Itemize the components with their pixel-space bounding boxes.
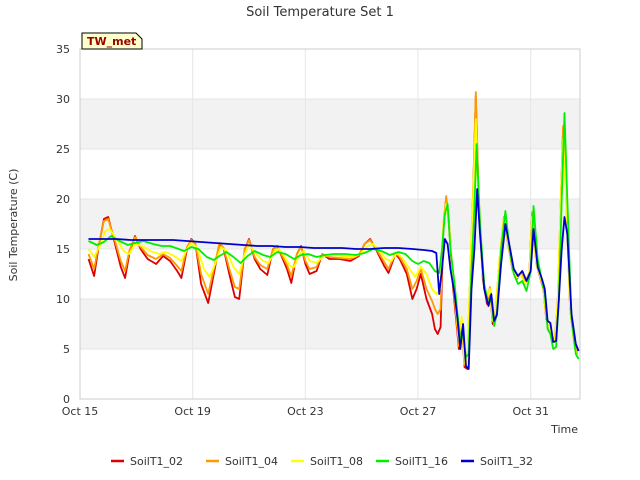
y-tick-label: 15 xyxy=(56,243,70,256)
legend-label: SoilT1_32 xyxy=(480,455,533,468)
y-tick-label: 0 xyxy=(63,393,70,406)
y-tick-label: 30 xyxy=(56,93,70,106)
y-tick-label: 10 xyxy=(56,293,70,306)
legend-label: SoilT1_02 xyxy=(130,455,183,468)
y-tick-label: 20 xyxy=(56,193,70,206)
y-tick-label: 35 xyxy=(56,43,70,56)
station-badge-label: TW_met xyxy=(87,35,136,48)
legend-label: SoilT1_04 xyxy=(225,455,278,468)
x-tick-label: Oct 31 xyxy=(512,405,549,418)
legend-item: SoilT1_32 xyxy=(461,455,533,468)
series-line-soilt1-32 xyxy=(88,188,580,370)
x-axis-ticks: Oct 15 Oct 19 Oct 23 Oct 27 Oct 31 xyxy=(62,405,549,418)
legend-item: SoilT1_02 xyxy=(111,455,183,468)
legend-item: SoilT1_04 xyxy=(206,455,278,468)
chart-title: Soil Temperature Set 1 xyxy=(246,5,394,20)
y-tick-label: 25 xyxy=(56,143,70,156)
legend-item: SoilT1_16 xyxy=(376,455,448,468)
legend-item: SoilT1_08 xyxy=(291,455,363,468)
background-band xyxy=(80,299,580,349)
x-tick-label: Oct 23 xyxy=(287,405,324,418)
x-tick-label: Oct 15 xyxy=(62,405,99,418)
station-badge: TW_met xyxy=(81,32,143,50)
x-tick-label: Oct 19 xyxy=(174,405,211,418)
x-tick-label: Oct 27 xyxy=(400,405,437,418)
station-badge-box xyxy=(81,32,143,50)
legend-label: SoilT1_08 xyxy=(310,455,363,468)
legend: SoilT1_02 SoilT1_04 SoilT1_08 SoilT1_16 Soil… xyxy=(111,455,533,468)
y-tick-label: 5 xyxy=(63,343,70,356)
x-axis-label: Time xyxy=(550,423,578,436)
background-band xyxy=(80,99,580,149)
plot-frame xyxy=(79,48,581,400)
y-axis-ticks: 0 5 10 15 20 25 30 35 xyxy=(56,43,70,406)
legend-label: SoilT1_16 xyxy=(395,455,448,468)
y-axis-label: Soil Temperature (C) xyxy=(7,169,20,282)
series-lines xyxy=(87,91,580,370)
